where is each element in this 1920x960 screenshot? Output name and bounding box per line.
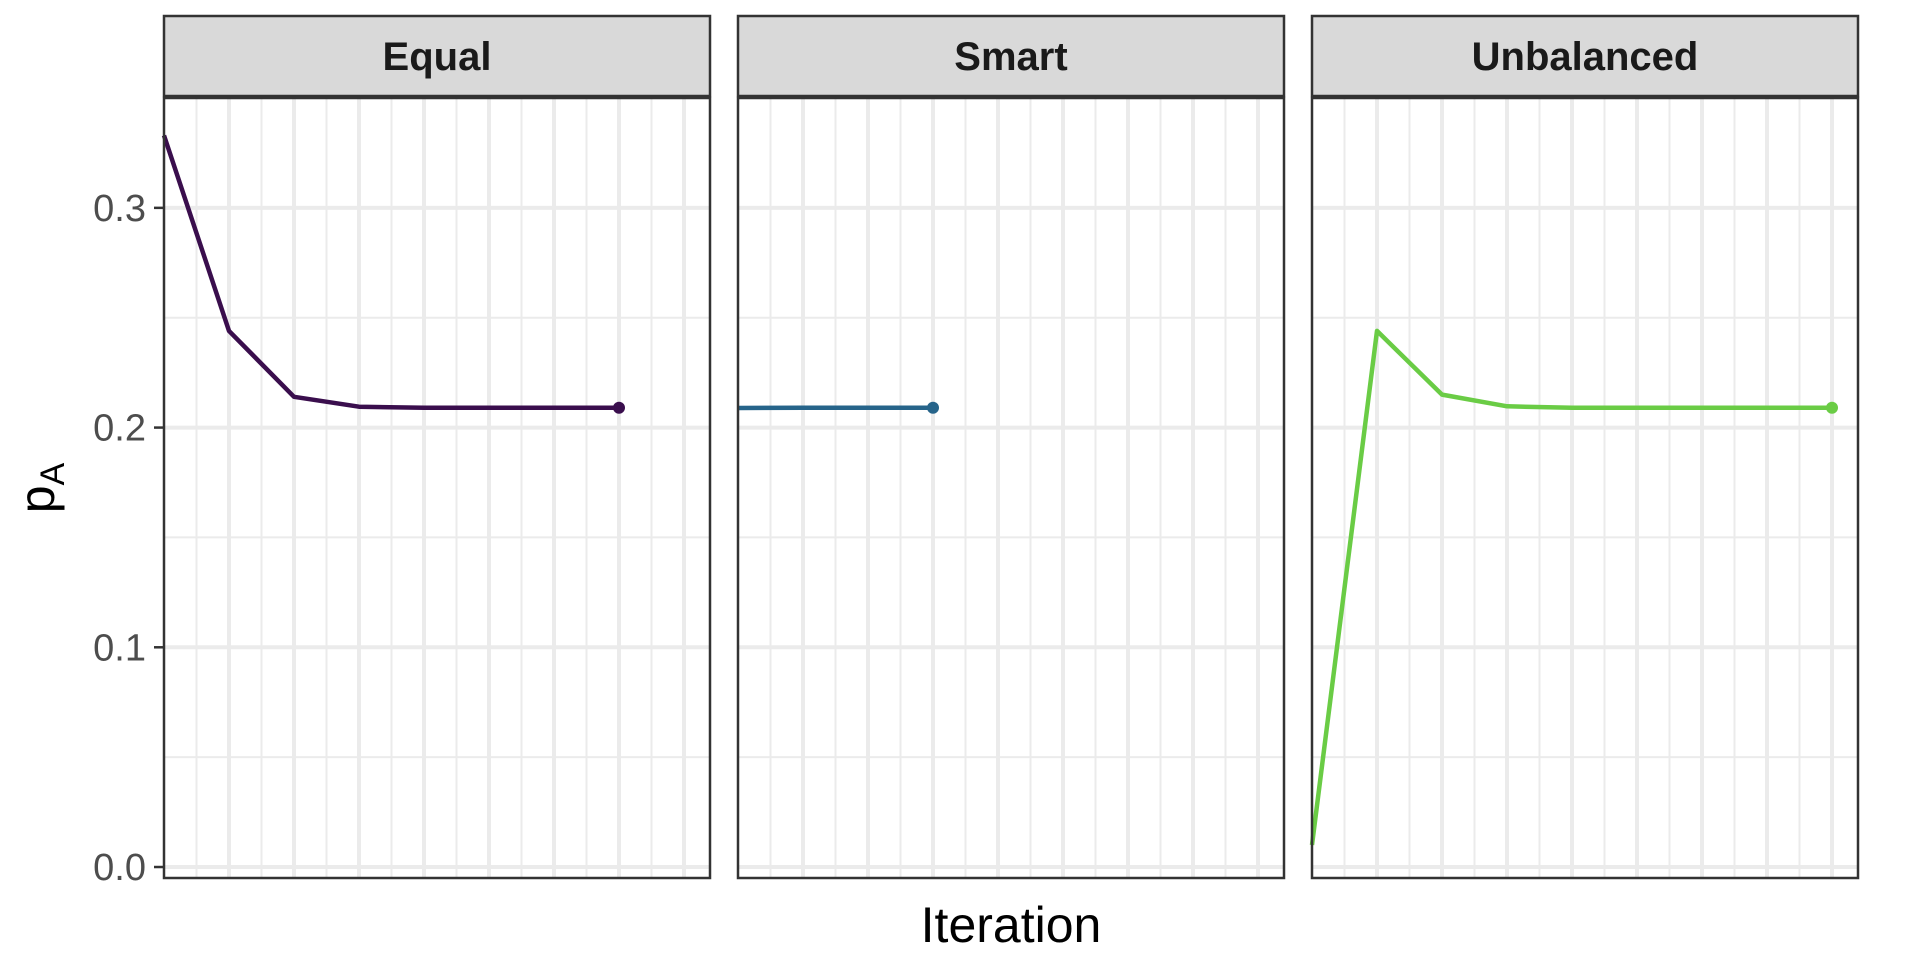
panel-background: [738, 98, 1284, 878]
facet-strip-label: Smart: [954, 35, 1067, 79]
y-tick-label: 0.2: [93, 408, 146, 450]
series-end-point-smart: [927, 401, 939, 414]
panel-border: [1310, 96, 1860, 880]
facet-strip-label: Equal: [383, 35, 492, 79]
panel-background: [1312, 98, 1858, 878]
series-end-point-unbalanced: [1826, 401, 1838, 414]
facet-strip: [162, 14, 712, 98]
panel-border: [736, 96, 1286, 880]
panel-border: [162, 96, 712, 880]
series-end-point-equal: [613, 401, 625, 414]
y-tick-label: 0.1: [93, 627, 146, 669]
facet-strip: [736, 14, 1286, 98]
y-axis-title-main: p: [9, 485, 65, 513]
y-tick-label: 0.0: [93, 847, 146, 889]
x-axis-title: Iteration: [921, 897, 1102, 953]
facet-strip: [1310, 14, 1860, 98]
series-line-unbalanced: [1309, 328, 1832, 846]
y-axis-title-subscript: A: [34, 462, 72, 485]
y-tick-label: 0.3: [93, 188, 146, 230]
y-axis-title: pA: [9, 462, 72, 513]
panel-background: [164, 98, 710, 878]
series-line-equal: [161, 134, 619, 411]
facet-strip-label: Unbalanced: [1472, 35, 1699, 79]
